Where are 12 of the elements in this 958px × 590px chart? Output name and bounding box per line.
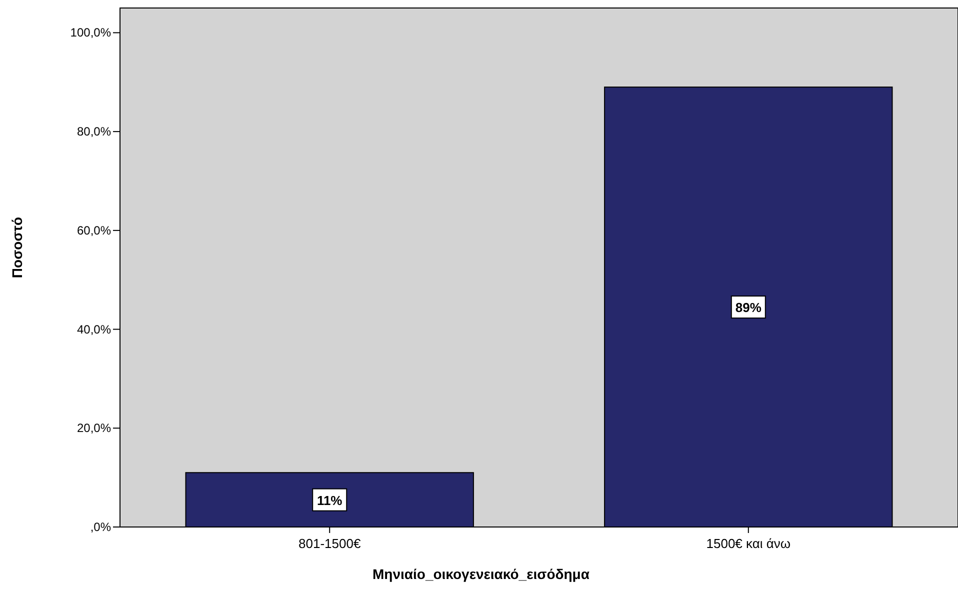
x-tick-label: 1500€ και άνω (706, 536, 791, 551)
y-tick-label: 80,0% (76, 124, 112, 139)
y-tick-label: 20,0% (76, 421, 112, 436)
y-tick-label: 40,0% (76, 322, 112, 336)
y-tick-label: 100,0% (70, 26, 112, 40)
x-axis-title: Μηνιαίο_οικογενειακό_εισόδημα (372, 566, 590, 582)
data-label: 89% (735, 300, 762, 316)
y-axis-title: Ποσοστό (9, 216, 25, 278)
y-tick-label: ,0% (90, 520, 112, 534)
x-tick-label: 801-1500€ (298, 536, 362, 551)
y-tick-label: 60,0% (76, 223, 112, 238)
data-label: 11% (316, 492, 343, 508)
